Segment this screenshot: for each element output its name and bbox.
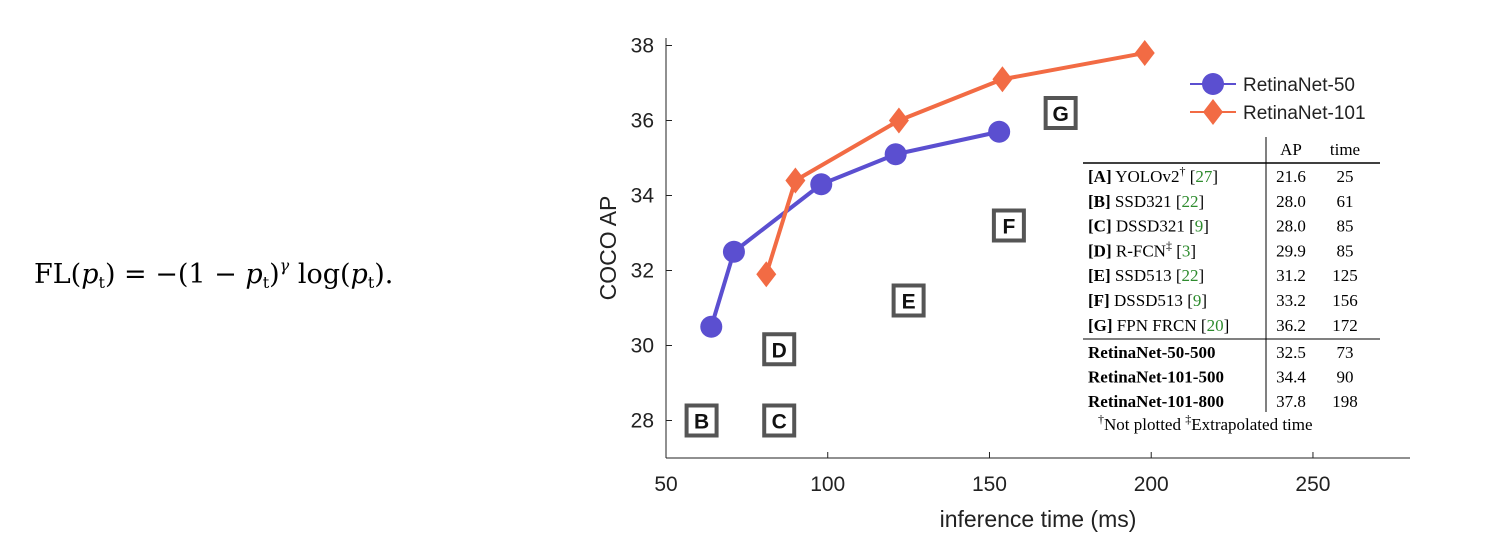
x-tick-label: 50 [654,473,677,496]
table-footnote: †Not plotted ‡Extrapolated time [1098,412,1313,434]
x-axis-label: inference time (ms) [940,506,1137,532]
table-row-method: [C] DSSD321 [9] [1088,217,1209,236]
table-header-time: time [1330,140,1360,159]
table-cell-time: 85 [1337,217,1354,236]
table-cell-time: 156 [1332,291,1358,310]
table-cell-ap: 34.4 [1276,368,1306,387]
table-cell-time: 172 [1332,316,1358,335]
legend: RetinaNet-50 RetinaNet-101 [1190,73,1366,125]
point-letter: C [772,411,787,434]
data-point-RetinaNet-101 [992,66,1013,93]
y-tick-label: 38 [631,35,654,58]
table-cell-ap: 37.8 [1276,392,1306,411]
table-row-retinanet: RetinaNet-101-500 [1088,368,1224,387]
table-cell-time: 73 [1337,343,1354,362]
point-box [991,208,1026,243]
table-cell-ap: 32.5 [1276,343,1306,362]
y-tick-label: 34 [631,185,655,208]
series-layer [700,40,1155,338]
table-cell-time: 61 [1337,192,1354,211]
x-tick-label: 200 [1134,473,1169,496]
point-letter: G [1052,103,1068,126]
point-label-F: F [991,208,1026,243]
point-label-C: C [762,403,797,438]
table-cell-ap: 31.2 [1276,266,1306,285]
data-point-RetinaNet-50 [884,143,907,166]
table-row-method: [B] SSD321 [22] [1088,192,1204,211]
data-point-RetinaNet-50 [988,120,1011,143]
data-point-RetinaNet-101 [888,107,909,134]
y-tick-label: 36 [631,110,654,133]
legend-label: RetinaNet-50 [1243,75,1355,96]
data-point-RetinaNet-50 [810,173,833,196]
table-row-method: [F] DSSD513 [9] [1088,291,1207,310]
point-letter: E [902,291,916,314]
labeled-points-layer: B C D E F G [684,96,1078,438]
legend-marker [1203,99,1223,125]
table-cell-time: 198 [1332,392,1358,411]
point-letter: B [694,411,709,434]
table-cell-ap: 28.0 [1276,192,1306,211]
table-row-method: [G] FPN FRCN [20] [1088,316,1229,335]
table-row-retinanet: RetinaNet-101-800 [1088,392,1224,411]
y-axis-label: COCO AP [595,196,621,301]
x-tick-label: 150 [972,473,1007,496]
table-row-method: [A] YOLOv2† [27] [1088,164,1218,186]
point-label-B: B [684,403,719,438]
x-tick-label: 100 [810,473,845,496]
axes: 50 100 150 200 250 28 30 32 34 36 38 inference time… [595,35,1410,532]
table-cell-ap: 33.2 [1276,291,1306,310]
x-tick-label: 250 [1295,473,1330,496]
data-point-RetinaNet-101 [1134,40,1155,66]
table-row-retinanet: RetinaNet-50-500 [1088,343,1215,362]
y-tick-label: 30 [631,335,654,358]
table-cell-ap: 21.6 [1276,167,1306,186]
point-box [684,403,719,438]
point-box [891,283,926,318]
point-label-E: E [891,283,926,318]
table-header-ap: AP [1280,140,1302,159]
point-box [1043,96,1078,130]
table-cell-ap: 28.0 [1276,217,1306,236]
table-row-method: [E] SSD513 [22] [1088,266,1204,285]
point-box [762,332,797,367]
focal-loss-equation: FL(pt) = −(1 − pt)γ log(pt). [34,256,394,292]
table-row-method: [D] R-FCN‡ [3] [1088,238,1196,260]
point-box [762,403,797,438]
table-cell-time: 25 [1337,167,1354,186]
table-cell-time: 85 [1337,241,1354,260]
data-point-RetinaNet-50 [700,315,723,338]
table-cell-ap: 36.2 [1276,316,1306,335]
series-line-RetinaNet-50 [709,129,1000,328]
comparison-table: AP time [A] YOLOv2† [27] 21.6 25 [B] SSD321 [… [1083,137,1380,434]
table-cell-ap: 29.9 [1276,241,1306,260]
legend-label: RetinaNet-101 [1243,103,1366,124]
data-point-RetinaNet-101 [785,167,806,194]
point-letter: D [772,339,787,362]
y-tick-label: 32 [631,260,654,283]
table-cell-time: 90 [1337,368,1354,387]
point-label-G: G [1043,96,1078,130]
y-tick-label: 28 [631,410,654,433]
data-point-RetinaNet-101 [756,261,777,288]
data-point-RetinaNet-50 [722,240,745,263]
table-cell-time: 125 [1332,266,1358,285]
legend-marker [1202,73,1224,95]
point-label-D: D [762,332,797,367]
point-letter: F [1002,216,1015,239]
